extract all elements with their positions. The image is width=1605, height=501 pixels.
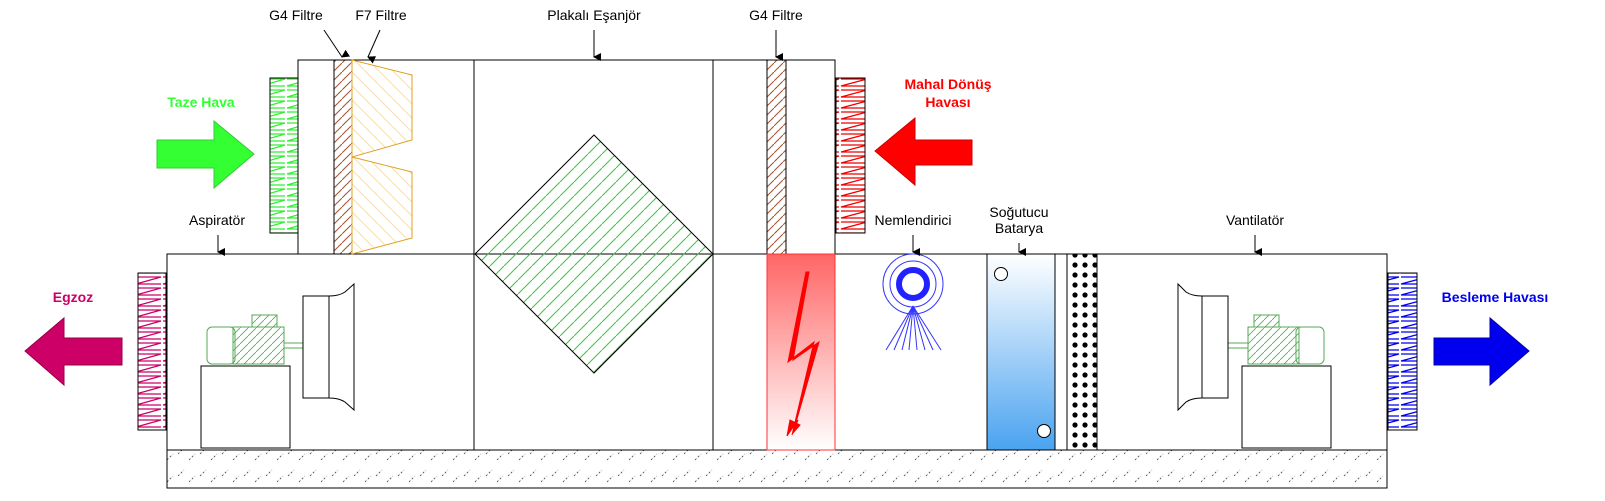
motor-body-right xyxy=(1247,326,1300,365)
motor-body xyxy=(232,326,285,365)
supply-air-damper xyxy=(1387,272,1418,431)
label-aspirator: Aspiratör xyxy=(189,212,245,228)
f7-bag-filter xyxy=(351,59,413,255)
leader-f7 xyxy=(367,29,381,64)
supply-fan-unit xyxy=(1177,282,1332,449)
motor-shaft-right xyxy=(1227,342,1249,349)
fresh-air-damper xyxy=(269,77,299,234)
motor-terminal xyxy=(251,314,278,328)
label-supply-air: Besleme Havası xyxy=(1442,289,1549,305)
motor-shaft xyxy=(283,342,305,349)
label-humidifier: Nemlendirici xyxy=(874,212,951,228)
motor-base-right xyxy=(1241,365,1332,449)
fan-housing xyxy=(328,282,355,412)
exhaust-fan-unit xyxy=(200,282,355,449)
exhaust-arrow xyxy=(24,316,123,387)
label-f7-filter: F7 Filtre xyxy=(355,7,407,23)
lightning-icon xyxy=(786,271,820,437)
exhaust-damper xyxy=(137,272,167,431)
label-return-air-1: Mahal Dönüş xyxy=(904,76,991,92)
fan-icon xyxy=(302,295,330,399)
label-g4-filter-right: G4 Filtre xyxy=(749,7,803,23)
cooling-coil-outlet xyxy=(1037,424,1051,438)
droplet-eliminator xyxy=(1066,253,1098,451)
base-plinth xyxy=(166,449,1388,489)
motor-terminal-right xyxy=(1253,314,1280,328)
label-plate-exchanger: Plakalı Eşanjör xyxy=(547,7,641,23)
motor-base xyxy=(200,365,291,449)
label-g4-filter-top: G4 Filtre xyxy=(269,7,323,23)
cooling-coil xyxy=(986,253,1056,451)
label-fresh-air: Taze Hava xyxy=(167,94,235,110)
label-cooling-coil-2: Batarya xyxy=(995,220,1043,236)
return-air-arrow xyxy=(874,116,973,187)
spray-nozzle-icon xyxy=(882,253,944,351)
fan-housing-right xyxy=(1177,282,1203,412)
supply-air-arrow xyxy=(1433,316,1530,387)
return-air-damper xyxy=(835,77,866,234)
g4-filter-left xyxy=(333,59,353,255)
label-fan: Vantilatör xyxy=(1226,212,1284,228)
g4-filter-right xyxy=(766,59,787,255)
label-return-air-2: Havası xyxy=(925,94,970,110)
motor-icon xyxy=(206,326,236,365)
fresh-air-arrow xyxy=(156,119,255,190)
cooling-coil-inlet xyxy=(994,267,1008,281)
label-exhaust: Egzoz xyxy=(53,289,93,305)
label-cooling-coil-1: Soğutucu xyxy=(989,204,1048,220)
motor-end-right xyxy=(1295,326,1325,365)
plate-heat-exchanger xyxy=(474,134,714,374)
fan-wheel-right xyxy=(1201,295,1229,399)
leader-g4-left xyxy=(323,29,351,58)
